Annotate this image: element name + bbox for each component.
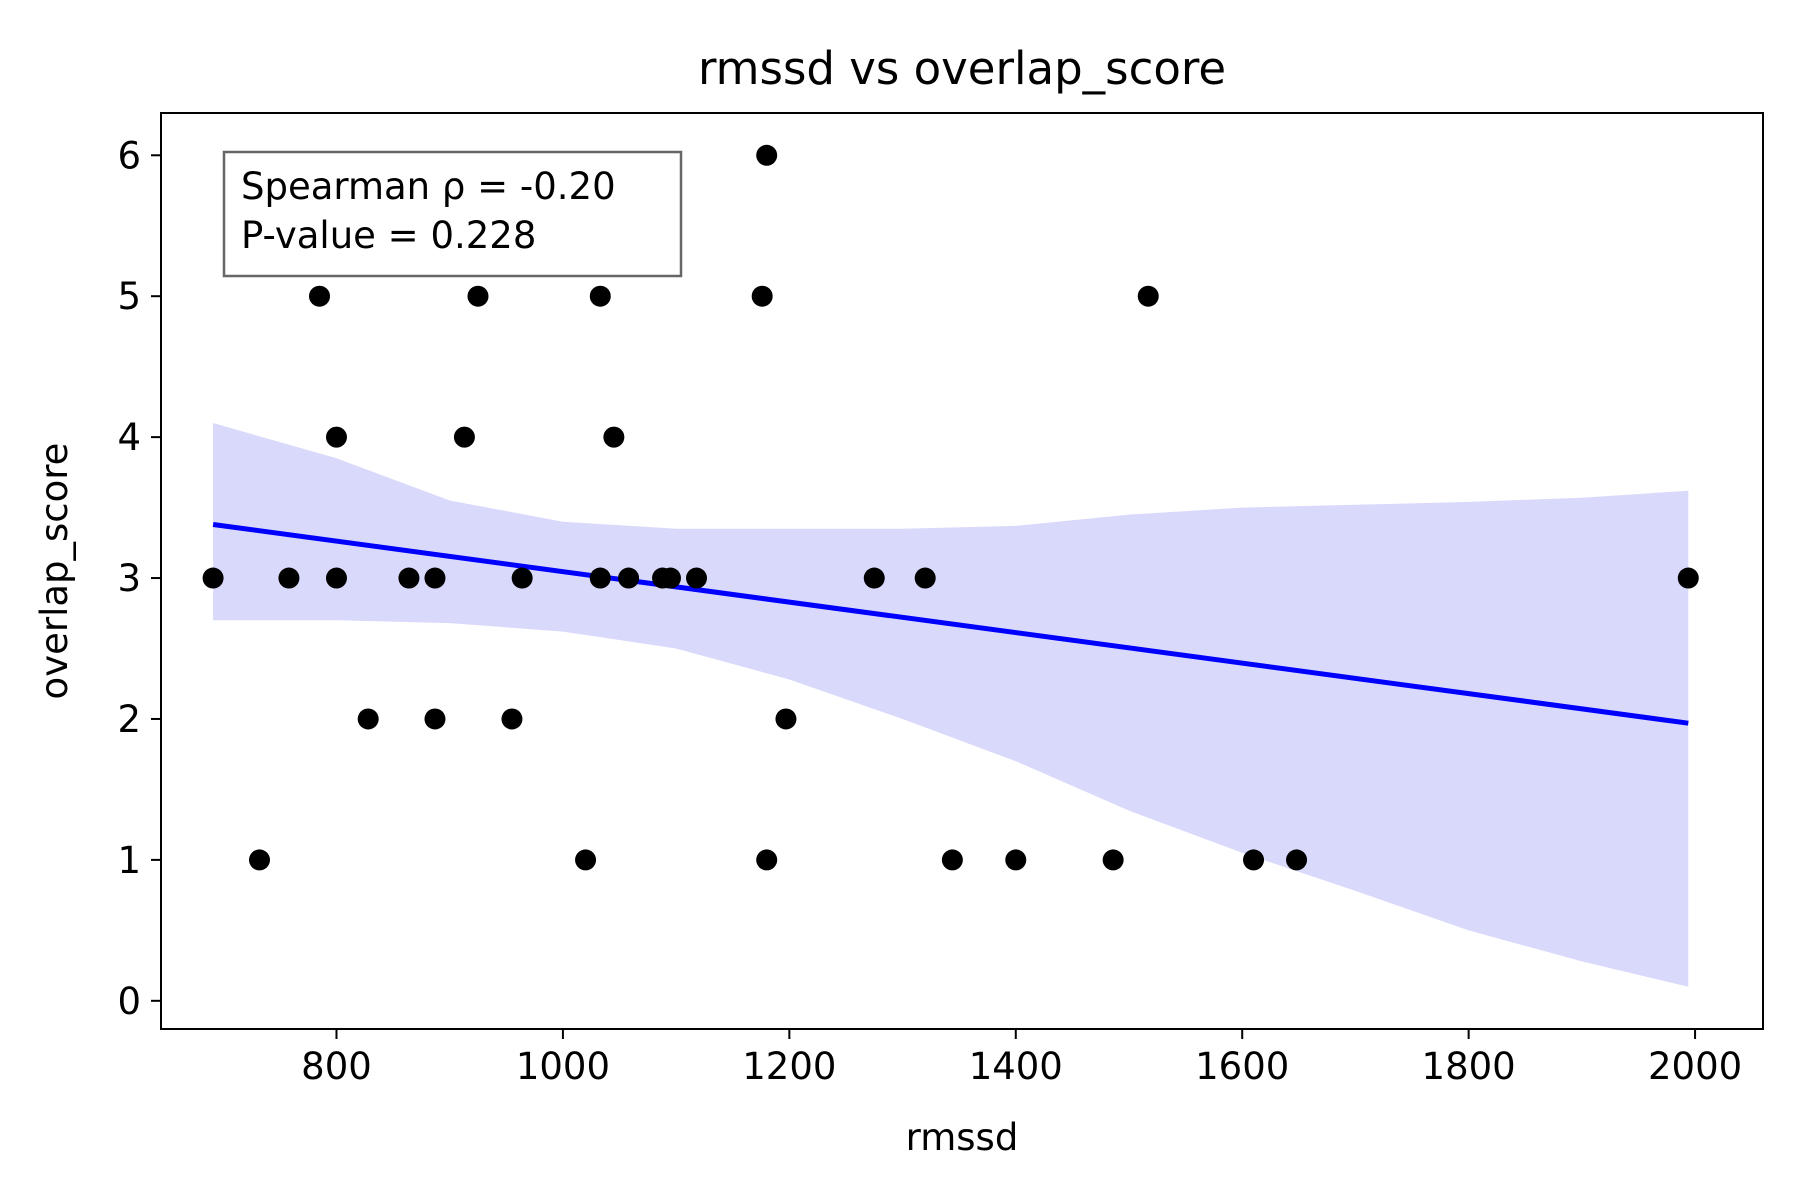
x-tick-label: 1200: [742, 1045, 836, 1088]
y-axis-label: overlap_score: [33, 443, 76, 700]
data-point: [1243, 849, 1265, 871]
data-point: [453, 426, 475, 448]
plot-frame: [160, 112, 1764, 1030]
data-point: [756, 144, 778, 166]
x-tick-label: 1000: [516, 1045, 610, 1088]
data-point: [424, 567, 446, 589]
p-value-text: P-value = 0.228: [241, 214, 536, 257]
regression-line: [212, 522, 1689, 726]
data-point: [618, 567, 640, 589]
y-tick-label: 3: [117, 557, 141, 600]
confidence-band-layer: [213, 423, 1689, 987]
y-tick-label: 0: [117, 980, 141, 1023]
data-point: [278, 567, 300, 589]
data-point: [775, 708, 797, 730]
y-axis-ticks: 0 1 2 3 4 5 6: [117, 134, 161, 1023]
data-point: [467, 285, 489, 307]
data-point: [659, 567, 681, 589]
data-point: [248, 849, 270, 871]
data-point: [575, 849, 597, 871]
y-tick-label: 4: [117, 416, 141, 459]
data-point: [511, 567, 533, 589]
chart-title: rmssd vs overlap_score: [698, 42, 1226, 95]
data-point: [863, 567, 885, 589]
data-point: [501, 708, 523, 730]
data-point: [1677, 567, 1699, 589]
x-tick-label: 2000: [1648, 1045, 1742, 1088]
regression-line-layer: [212, 522, 1689, 726]
data-point: [1286, 849, 1308, 871]
stats-annotation-box: [222, 150, 683, 278]
x-axis-label: rmssd: [906, 1116, 1019, 1159]
data-point: [202, 567, 224, 589]
data-point: [941, 849, 963, 871]
x-tick-label: 800: [301, 1045, 372, 1088]
y-tick-label: 2: [117, 698, 141, 741]
data-point: [1005, 849, 1027, 871]
y-tick-label: 1: [117, 839, 141, 882]
confidence-band: [213, 423, 1689, 987]
data-point: [589, 285, 611, 307]
data-points-layer: [202, 144, 1699, 871]
x-axis-ticks: 800 1000 1200 1400 1600 1800 2000: [301, 1029, 1742, 1088]
y-tick-label: 6: [117, 134, 141, 177]
data-point: [424, 708, 446, 730]
data-point: [603, 426, 625, 448]
data-point: [1137, 285, 1159, 307]
data-point: [357, 708, 379, 730]
x-tick-label: 1800: [1422, 1045, 1516, 1088]
data-point: [751, 285, 773, 307]
data-point: [325, 567, 347, 589]
y-tick-label: 5: [117, 275, 141, 318]
x-tick-label: 1600: [1195, 1045, 1289, 1088]
data-point: [756, 849, 778, 871]
data-point: [914, 567, 936, 589]
data-point: [1102, 849, 1124, 871]
stats-annotation: Spearman ρ = -0.20 P-value = 0.228: [222, 150, 683, 278]
data-point: [686, 567, 708, 589]
data-point: [589, 567, 611, 589]
data-point: [325, 426, 347, 448]
data-point: [309, 285, 331, 307]
x-tick-label: 1400: [969, 1045, 1063, 1088]
spearman-rho-text: Spearman ρ = -0.20: [241, 165, 616, 208]
data-point: [398, 567, 420, 589]
